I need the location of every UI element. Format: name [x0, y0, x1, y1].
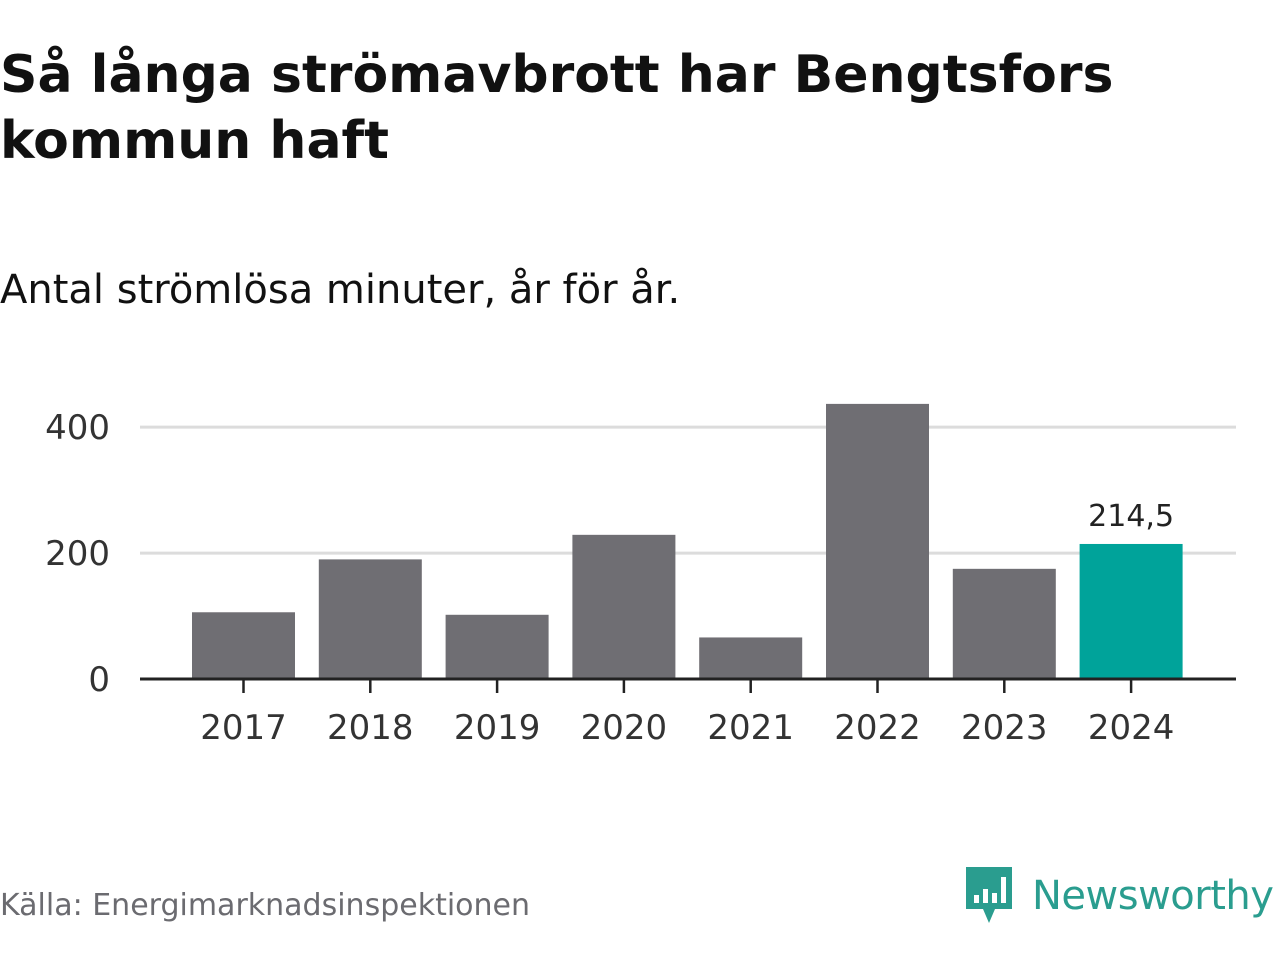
bar-2019	[445, 614, 549, 679]
x-tick-label-2024: 2024	[1088, 708, 1175, 748]
source-note: Källa: Energimarknadsinspektionen	[0, 888, 531, 923]
bar-2018	[318, 559, 422, 679]
chart-title: Så långa strömavbrott har Bengtsfors kom…	[0, 45, 1114, 171]
data-label-2024: 214,5	[1088, 499, 1174, 534]
x-tick-label-2021: 2021	[707, 708, 794, 748]
bar-2022	[826, 403, 929, 679]
bar-2020	[572, 534, 676, 679]
y-tick-label-400: 400	[45, 408, 110, 448]
bar-chart: 0 200 400 2017 2018 2019 2020 2021 2022 2023 2024 2…	[45, 403, 1236, 748]
x-tick-label-2020: 2020	[581, 708, 668, 748]
x-tick-label-2022: 2022	[834, 708, 921, 748]
x-tick-label-2017: 2017	[200, 708, 287, 748]
chart-subtitle: Antal strömlösa minuter, år för år.	[0, 267, 681, 313]
bar-2023	[952, 568, 1056, 679]
bar-2024	[1079, 543, 1183, 679]
bar-2017	[192, 612, 295, 679]
y-tick-label-0: 0	[88, 660, 110, 700]
y-tick-label-200: 200	[45, 534, 110, 574]
newsworthy-logo-icon	[966, 867, 1012, 923]
bar-2021	[699, 637, 803, 679]
x-tick-label-2023: 2023	[961, 708, 1048, 748]
x-tick-label-2018: 2018	[327, 708, 414, 748]
x-tick-label-2019: 2019	[454, 708, 541, 748]
brand-name: Newsworthy	[1032, 873, 1274, 919]
brand-logo: Newsworthy	[964, 864, 1274, 928]
